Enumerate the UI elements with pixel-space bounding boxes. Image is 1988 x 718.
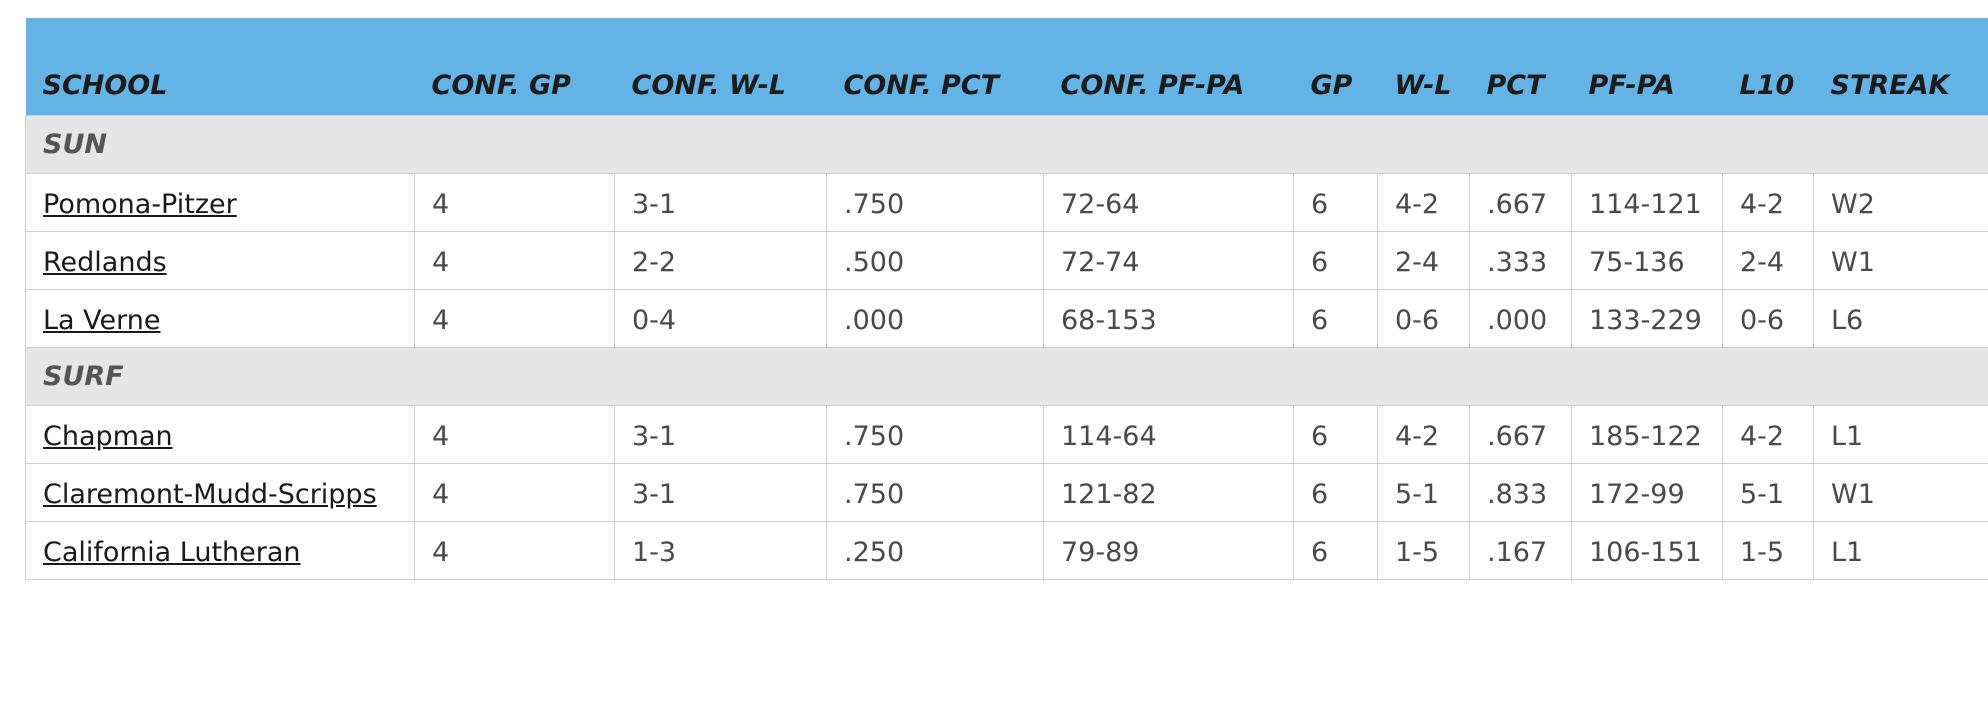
stat-cell: .667 bbox=[1469, 172, 1572, 232]
stat-cell: .667 bbox=[1469, 404, 1572, 464]
school-cell: La Verne bbox=[25, 288, 415, 348]
school-link[interactable]: Chapman bbox=[43, 420, 173, 452]
stat-cell: 114-121 bbox=[1571, 172, 1723, 232]
column-header: PCT bbox=[1469, 18, 1572, 115]
stat-cell: 121-82 bbox=[1043, 462, 1294, 522]
stat-cell: 2-2 bbox=[614, 230, 827, 290]
stat-cell: 4 bbox=[414, 172, 615, 232]
school-link[interactable]: Pomona-Pitzer bbox=[43, 188, 237, 220]
stat-cell: 133-229 bbox=[1571, 288, 1723, 348]
stat-cell: 172-99 bbox=[1571, 462, 1723, 522]
school-cell: Claremont-Mudd-Scripps bbox=[25, 462, 415, 522]
stat-cell: 4-2 bbox=[1377, 172, 1470, 232]
stat-cell: W2 bbox=[1813, 172, 1988, 232]
stat-cell: .500 bbox=[826, 230, 1044, 290]
group-row: SUN bbox=[25, 114, 1988, 174]
column-header: CONF. PCT bbox=[826, 18, 1044, 115]
team-row: California Lutheran 4 1-3.250 79-89 6 1-5.167… bbox=[25, 520, 1988, 580]
stat-cell: 68-153 bbox=[1043, 288, 1294, 348]
stat-cell: .833 bbox=[1469, 462, 1572, 522]
stat-cell: 185-122 bbox=[1571, 404, 1723, 464]
school-cell: Pomona-Pitzer bbox=[25, 172, 415, 232]
stat-cell: 5-1 bbox=[1722, 462, 1814, 522]
stat-cell: 0-6 bbox=[1722, 288, 1814, 348]
stat-cell: 3-1 bbox=[614, 404, 827, 464]
group-row: SURF bbox=[25, 346, 1988, 406]
column-header: L10 bbox=[1722, 18, 1814, 115]
stat-cell: 4 bbox=[414, 404, 615, 464]
stat-cell: .250 bbox=[826, 520, 1044, 580]
team-row: Pomona-Pitzer 4 3-1.750 72-64 6 4-2.667 114-12… bbox=[25, 172, 1988, 232]
stat-cell: L1 bbox=[1813, 404, 1988, 464]
school-link[interactable]: Redlands bbox=[43, 246, 167, 278]
stat-cell: 106-151 bbox=[1571, 520, 1723, 580]
school-link[interactable]: California Lutheran bbox=[43, 536, 301, 568]
column-header: CONF. GP bbox=[414, 18, 615, 115]
team-row: Redlands 4 2-2.500 72-74 6 2-4.333 75-136 2-4 W1 bbox=[25, 230, 1988, 290]
stat-cell: 75-136 bbox=[1571, 230, 1723, 290]
group-name: SUN bbox=[25, 114, 1988, 174]
stat-cell: 4 bbox=[414, 288, 615, 348]
column-header: PF-PA bbox=[1571, 18, 1723, 115]
stat-cell: 72-64 bbox=[1043, 172, 1294, 232]
stat-cell: 1-3 bbox=[614, 520, 827, 580]
stat-cell: 79-89 bbox=[1043, 520, 1294, 580]
team-row: La Verne 4 0-4.000 68-153 6 0-6.000 133-229 0-6… bbox=[25, 288, 1988, 348]
team-row: Claremont-Mudd-Scripps 4 3-1.750 121-82 6 5-1… bbox=[25, 462, 1988, 522]
column-header: CONF. PF-PA bbox=[1043, 18, 1294, 115]
stat-cell: .750 bbox=[826, 462, 1044, 522]
stat-cell: W1 bbox=[1813, 462, 1988, 522]
stat-cell: 6 bbox=[1293, 462, 1378, 522]
stat-cell: .750 bbox=[826, 404, 1044, 464]
stat-cell: 5-1 bbox=[1377, 462, 1470, 522]
stat-cell: .750 bbox=[826, 172, 1044, 232]
school-link[interactable]: Claremont-Mudd-Scripps bbox=[43, 478, 377, 510]
stat-cell: 2-4 bbox=[1722, 230, 1814, 290]
column-header: GP bbox=[1293, 18, 1378, 115]
stat-cell: L6 bbox=[1813, 288, 1988, 348]
school-link[interactable]: La Verne bbox=[43, 304, 161, 336]
stat-cell: 4 bbox=[414, 462, 615, 522]
stat-cell: 1-5 bbox=[1722, 520, 1814, 580]
stat-cell: 2-4 bbox=[1377, 230, 1470, 290]
school-cell: California Lutheran bbox=[25, 520, 415, 580]
school-cell: Redlands bbox=[25, 230, 415, 290]
table-header: SCHOOL CONF. GP CONF. W-L CONF. PCT CONF. PF… bbox=[25, 18, 1988, 115]
standings-table: SCHOOL CONF. GP CONF. W-L CONF. PCT CONF. PF… bbox=[25, 18, 1988, 580]
stat-cell: 6 bbox=[1293, 172, 1378, 232]
stat-cell: .000 bbox=[826, 288, 1044, 348]
column-header: SCHOOL bbox=[25, 18, 415, 115]
stat-cell: 0-4 bbox=[614, 288, 827, 348]
stat-cell: 3-1 bbox=[614, 462, 827, 522]
stat-cell: 3-1 bbox=[614, 172, 827, 232]
school-cell: Chapman bbox=[25, 404, 415, 464]
stat-cell: 0-6 bbox=[1377, 288, 1470, 348]
column-header: STREAK bbox=[1813, 18, 1988, 115]
header-row: SCHOOL CONF. GP CONF. W-L CONF. PCT CONF. PF… bbox=[25, 18, 1988, 115]
stat-cell: 4 bbox=[414, 230, 615, 290]
stat-cell: 72-74 bbox=[1043, 230, 1294, 290]
stat-cell: 4 bbox=[414, 520, 615, 580]
stat-cell: W1 bbox=[1813, 230, 1988, 290]
stat-cell: 6 bbox=[1293, 230, 1378, 290]
stat-cell: 4-2 bbox=[1377, 404, 1470, 464]
stat-cell: 6 bbox=[1293, 520, 1378, 580]
stat-cell: 4-2 bbox=[1722, 404, 1814, 464]
group-name: SURF bbox=[25, 346, 1988, 406]
column-header: CONF. W-L bbox=[614, 18, 827, 115]
stat-cell: .000 bbox=[1469, 288, 1572, 348]
stat-cell: L1 bbox=[1813, 520, 1988, 580]
stat-cell: 6 bbox=[1293, 288, 1378, 348]
stat-cell: .333 bbox=[1469, 230, 1572, 290]
stat-cell: 1-5 bbox=[1377, 520, 1470, 580]
stat-cell: .167 bbox=[1469, 520, 1572, 580]
team-row: Chapman 4 3-1.750 114-64 6 4-2.667 185-122 4-2 L… bbox=[25, 404, 1988, 464]
stat-cell: 4-2 bbox=[1722, 172, 1814, 232]
stat-cell: 6 bbox=[1293, 404, 1378, 464]
column-header: W-L bbox=[1377, 18, 1470, 115]
table-body: SUN Pomona-Pitzer 4 3-1.750 72-64 6 4-2.667 114… bbox=[25, 114, 1988, 580]
stat-cell: 114-64 bbox=[1043, 404, 1294, 464]
